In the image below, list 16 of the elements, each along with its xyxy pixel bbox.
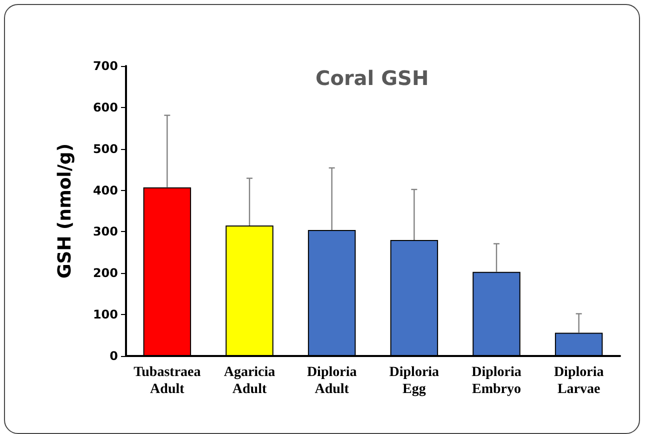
x-tick-label: Diploria Egg [389,365,440,397]
x-tick-label: Diploria Adult [306,365,357,397]
y-tick-label: 600 [92,100,118,114]
y-tick-label: 100 [92,308,118,322]
y-axis-title: GSH (nmol/g) [54,143,76,279]
y-tick-label: 500 [92,142,118,156]
y-tick-label: 0 [110,349,118,363]
y-tick-label: 200 [92,266,118,280]
chart-title: Coral GSH [316,66,429,90]
y-tick-label: 400 [92,183,118,198]
x-tick-label: Tubastraea Adult [134,365,201,397]
x-tick-label: Diploria Embryo [472,365,522,397]
x-tick-label: Diploria Larvae [554,365,604,397]
x-tick-label: Agaricia Adult [224,365,276,397]
y-tick-label: 700 [92,59,118,73]
y-tick-label: 300 [92,224,118,239]
